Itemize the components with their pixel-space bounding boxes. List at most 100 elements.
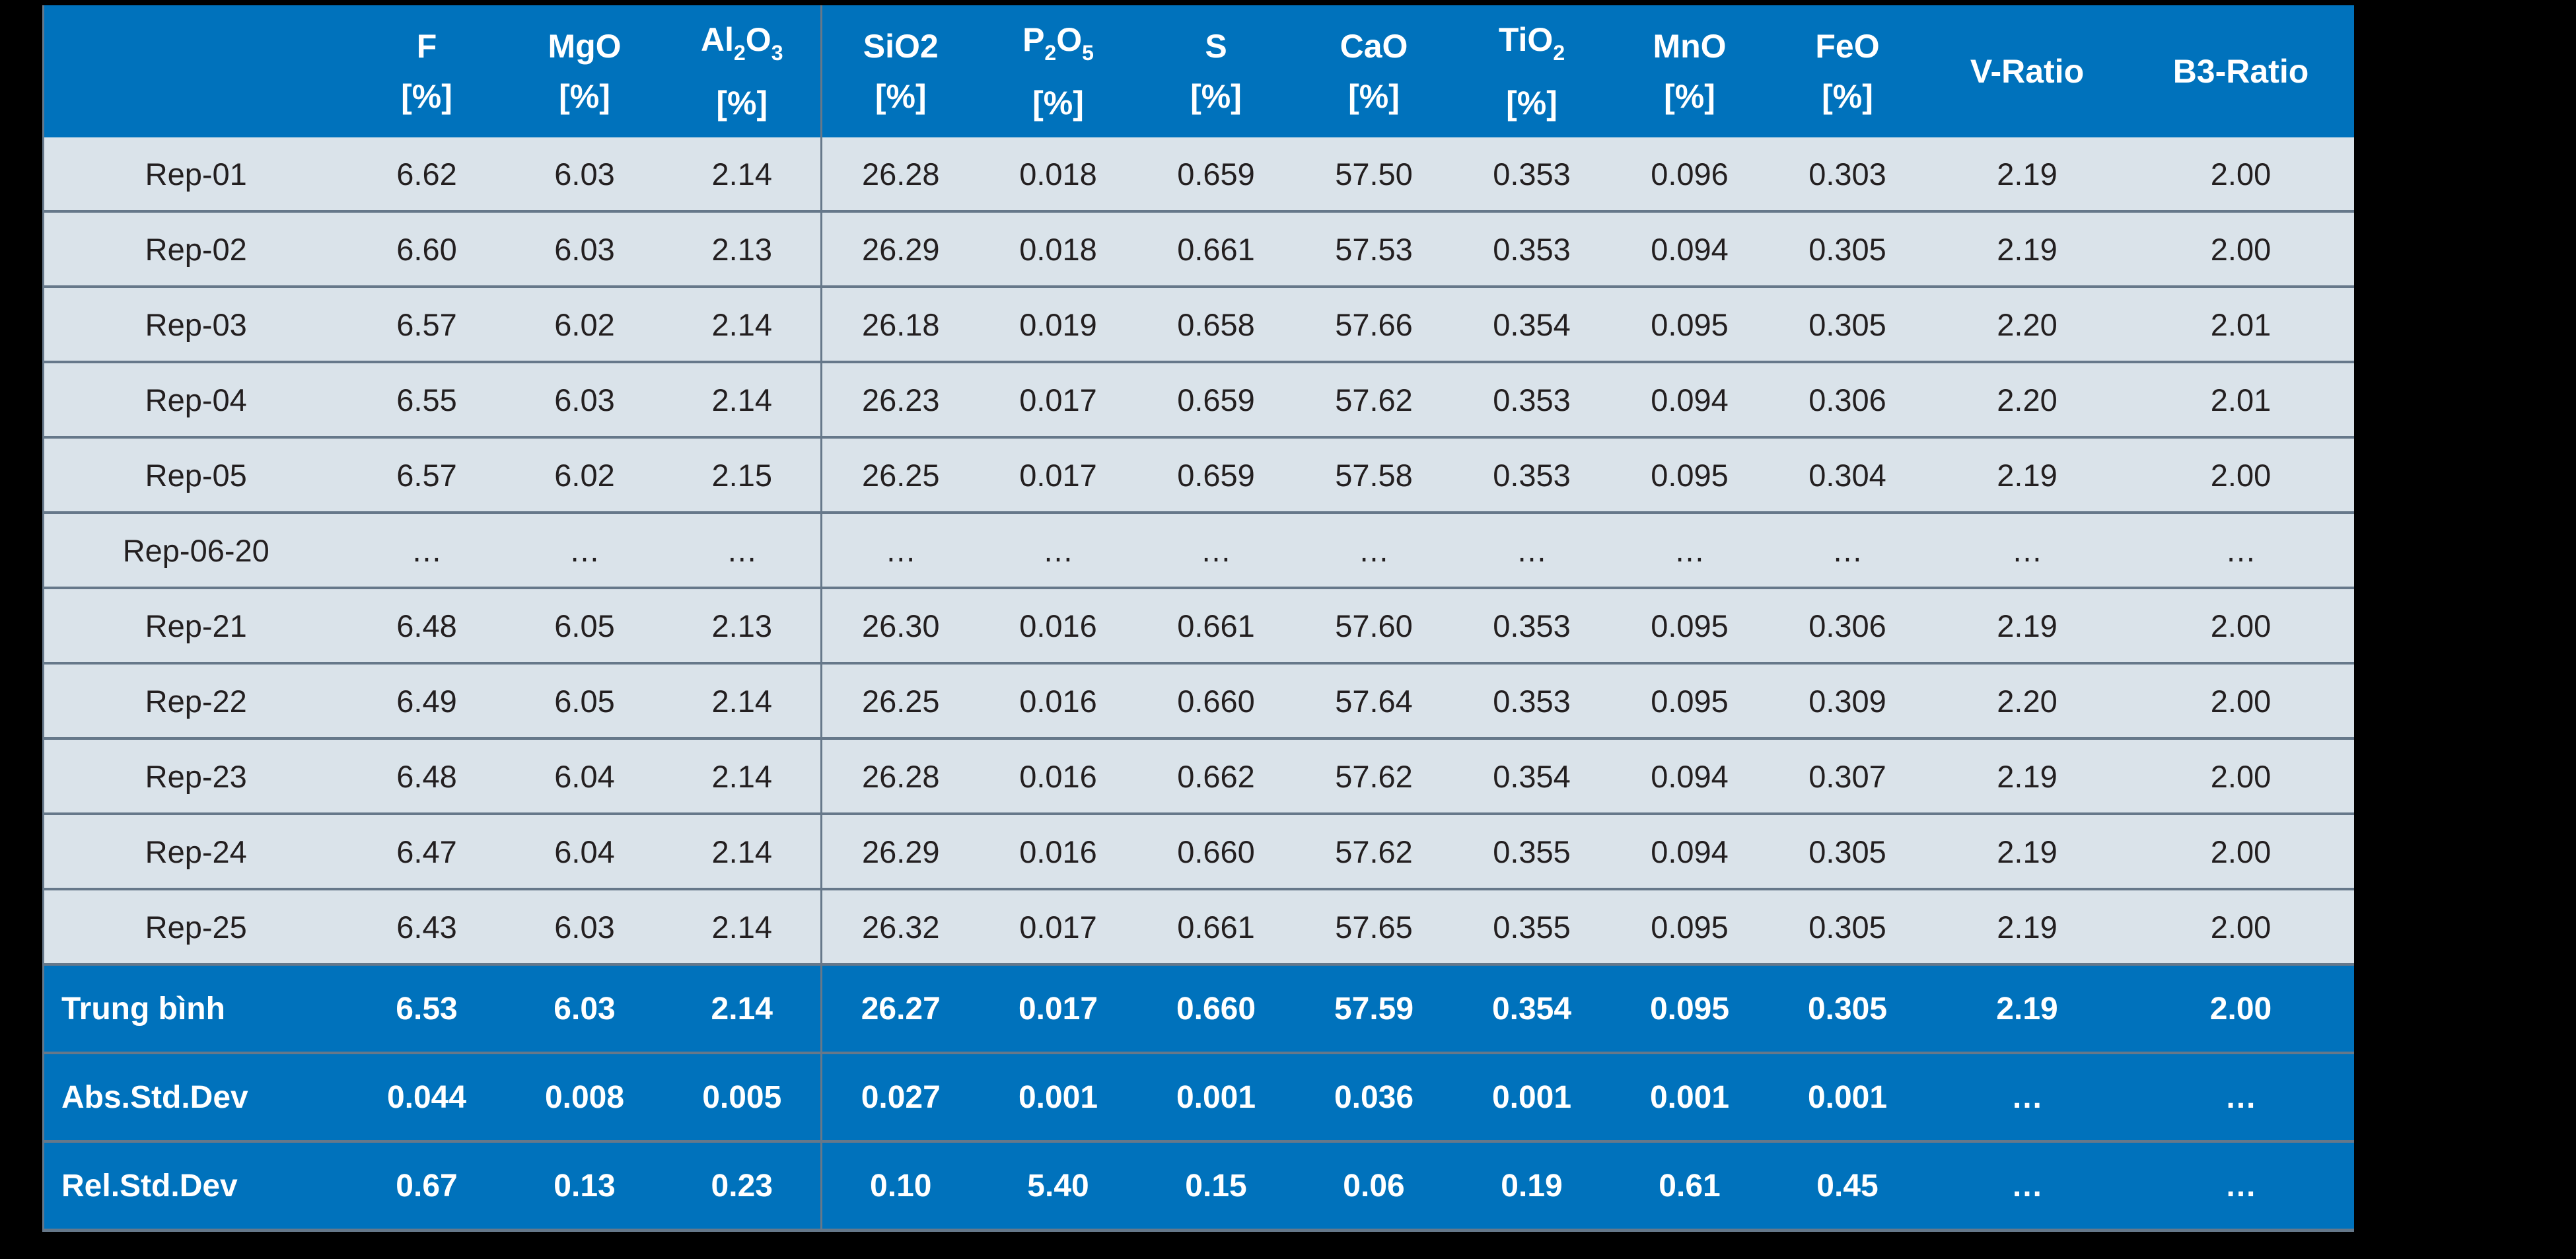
value-cell: 2.20 bbox=[1926, 285, 2128, 362]
value-cell: 0.019 bbox=[979, 285, 1137, 362]
value-cell: 6.48 bbox=[347, 737, 506, 814]
value-cell: 2.19 bbox=[1926, 888, 2128, 964]
header-cell: CaO [%] bbox=[1295, 5, 1453, 137]
header-cell bbox=[43, 5, 348, 137]
value-cell: 6.03 bbox=[505, 210, 664, 287]
value-cell: 0.309 bbox=[1768, 662, 1927, 738]
row-label: Rep-22 bbox=[43, 662, 348, 738]
value-cell: 0.67 bbox=[347, 1140, 506, 1231]
row-label: Rep-24 bbox=[43, 812, 348, 889]
value-cell: … bbox=[1768, 511, 1927, 588]
value-cell: 57.50 bbox=[1295, 137, 1453, 211]
table-row: Rep-04 6.55 6.03 2.14 26.23 0.017 0.659 57.62 0.… bbox=[43, 361, 2354, 437]
value-cell: 0.016 bbox=[979, 587, 1137, 663]
value-cell: 6.04 bbox=[505, 812, 664, 889]
value-cell: 6.04 bbox=[505, 737, 664, 814]
value-cell: 26.29 bbox=[820, 812, 980, 889]
value-cell: … bbox=[2128, 1140, 2354, 1231]
value-cell: 0.45 bbox=[1768, 1140, 1927, 1231]
value-cell: 0.305 bbox=[1768, 285, 1927, 362]
value-cell: 0.027 bbox=[820, 1052, 980, 1141]
value-cell: 0.658 bbox=[1137, 285, 1295, 362]
row-label: Rep-06-20 bbox=[43, 511, 348, 588]
value-cell: 0.094 bbox=[1610, 361, 1769, 437]
value-cell: … bbox=[1926, 1140, 2128, 1231]
value-cell: 0.662 bbox=[1137, 737, 1295, 814]
value-cell: 6.03 bbox=[505, 888, 664, 964]
value-cell: 0.008 bbox=[505, 1052, 664, 1141]
value-cell: 2.00 bbox=[2128, 137, 2354, 211]
value-cell: 2.13 bbox=[663, 210, 822, 287]
value-cell: 0.018 bbox=[979, 210, 1137, 287]
value-cell: 0.660 bbox=[1137, 963, 1295, 1053]
header-label: S bbox=[1205, 28, 1227, 65]
value-cell: 0.095 bbox=[1610, 662, 1769, 738]
value-cell: 0.661 bbox=[1137, 888, 1295, 964]
value-cell: 0.001 bbox=[1452, 1052, 1611, 1141]
value-cell: 57.58 bbox=[1295, 436, 1453, 513]
header-cell: SiO2 [%] bbox=[820, 5, 980, 137]
header-label: Al2O3 bbox=[701, 21, 783, 65]
value-cell: 0.353 bbox=[1452, 436, 1611, 513]
value-cell: 57.66 bbox=[1295, 285, 1453, 362]
table-summary: Trung bình 6.53 6.03 2.14 26.27 0.017 0.660 57.… bbox=[43, 963, 2354, 1231]
value-cell: 2.19 bbox=[1926, 436, 2128, 513]
value-cell: 0.001 bbox=[1768, 1052, 1927, 1141]
value-cell: 0.018 bbox=[979, 137, 1137, 211]
value-cell: 0.305 bbox=[1768, 963, 1927, 1053]
value-cell: 2.14 bbox=[663, 737, 822, 814]
value-cell: 2.00 bbox=[2128, 963, 2354, 1053]
header-label: FeO bbox=[1815, 28, 1880, 65]
header-cell: V-Ratio bbox=[1926, 5, 2128, 137]
row-label: Rel.Std.Dev bbox=[43, 1140, 348, 1231]
table-row: Rep-03 6.57 6.02 2.14 26.18 0.019 0.658 57.66 0.… bbox=[43, 285, 2354, 362]
replicate-analysis-table: F [%] MgO [%] Al2O3 [%] SiO2 [%] P2O5 [%] S [%] CaO [… bbox=[42, 5, 2354, 1232]
value-cell: 2.00 bbox=[2128, 737, 2354, 814]
value-cell: 0.094 bbox=[1610, 812, 1769, 889]
value-cell: 0.016 bbox=[979, 812, 1137, 889]
value-cell: 0.305 bbox=[1768, 888, 1927, 964]
header-cell: F [%] bbox=[347, 5, 506, 137]
value-cell: 0.15 bbox=[1137, 1140, 1295, 1231]
value-cell: 0.660 bbox=[1137, 662, 1295, 738]
value-cell: 2.14 bbox=[663, 812, 822, 889]
table-body: Rep-01 6.62 6.03 2.14 26.28 0.018 0.659 57.50 0.… bbox=[43, 137, 2354, 964]
table-row: Rep-01 6.62 6.03 2.14 26.28 0.018 0.659 57.50 0.… bbox=[43, 137, 2354, 211]
header-unit: [%] bbox=[1506, 85, 1557, 122]
value-cell: 6.03 bbox=[505, 963, 664, 1053]
value-cell: 2.00 bbox=[2128, 662, 2354, 738]
header-label: F bbox=[416, 28, 437, 65]
value-cell: 2.15 bbox=[663, 436, 822, 513]
value-cell: 0.017 bbox=[979, 361, 1137, 437]
header-cell: MgO [%] bbox=[505, 5, 664, 137]
value-cell: 0.017 bbox=[979, 963, 1137, 1053]
value-cell: 0.095 bbox=[1610, 888, 1769, 964]
value-cell: 0.094 bbox=[1610, 737, 1769, 814]
value-cell: 2.13 bbox=[663, 587, 822, 663]
value-cell: 0.659 bbox=[1137, 436, 1295, 513]
value-cell: 0.354 bbox=[1452, 963, 1611, 1053]
value-cell: 0.305 bbox=[1768, 812, 1927, 889]
value-cell: 6.55 bbox=[347, 361, 506, 437]
row-label: Rep-04 bbox=[43, 361, 348, 437]
header-cell: Al2O3 [%] bbox=[663, 5, 822, 137]
value-cell: 6.02 bbox=[505, 436, 664, 513]
value-cell: 0.096 bbox=[1610, 137, 1769, 211]
table-row: Rep-24 6.47 6.04 2.14 26.29 0.016 0.660 57.62 0.… bbox=[43, 812, 2354, 889]
value-cell: 57.64 bbox=[1295, 662, 1453, 738]
row-label: Abs.Std.Dev bbox=[43, 1052, 348, 1141]
value-cell: 0.13 bbox=[505, 1140, 664, 1231]
value-cell: 2.00 bbox=[2128, 587, 2354, 663]
value-cell: 0.307 bbox=[1768, 737, 1927, 814]
value-cell: 0.353 bbox=[1452, 662, 1611, 738]
value-cell: 0.23 bbox=[663, 1140, 822, 1231]
header-label: V-Ratio bbox=[1970, 53, 2085, 90]
value-cell: 2.19 bbox=[1926, 737, 2128, 814]
value-cell: 6.53 bbox=[347, 963, 506, 1053]
header-unit: [%] bbox=[875, 78, 927, 115]
header-label: MnO bbox=[1653, 28, 1727, 65]
header-unit: [%] bbox=[1032, 85, 1084, 122]
value-cell: 6.47 bbox=[347, 812, 506, 889]
value-cell: 57.65 bbox=[1295, 888, 1453, 964]
header-cell: MnO [%] bbox=[1610, 5, 1769, 137]
